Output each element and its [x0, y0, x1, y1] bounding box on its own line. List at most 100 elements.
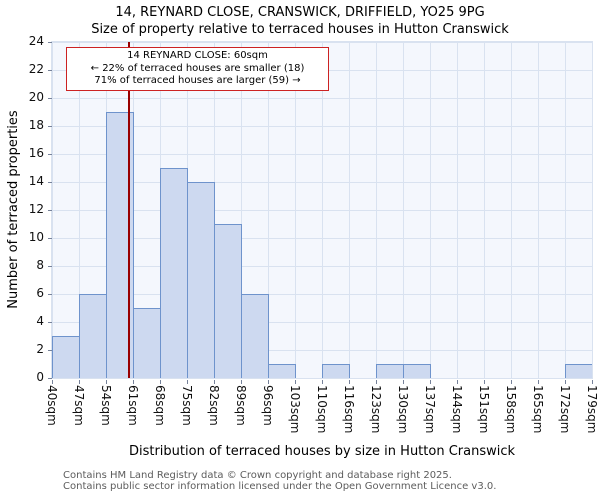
x-tick-mark — [403, 380, 404, 384]
x-tick-label: 123sqm — [369, 385, 383, 434]
x-tick-mark — [187, 380, 188, 384]
x-tick-mark — [268, 380, 269, 384]
x-tick-mark — [349, 380, 350, 384]
histogram-bar — [132, 308, 161, 378]
x-tick-mark — [241, 380, 242, 384]
x-tick-mark — [538, 380, 539, 384]
x-tick-mark — [52, 380, 53, 384]
x-tick-label: 89sqm — [234, 385, 248, 426]
y-tick-label: 0 — [36, 370, 44, 384]
x-tick-mark — [511, 380, 512, 384]
y-tick-mark — [48, 154, 52, 155]
x-gridline — [267, 42, 269, 378]
x-gridline — [429, 42, 431, 378]
histogram-bar — [240, 294, 269, 378]
x-tick-mark — [457, 380, 458, 384]
x-tick-mark — [79, 380, 80, 384]
x-tick-label: 179sqm — [585, 385, 599, 434]
x-tick-label: 82sqm — [207, 385, 221, 426]
x-tick-mark — [295, 380, 296, 384]
y-tick-label: 10 — [28, 230, 44, 244]
x-gridline — [321, 42, 323, 378]
x-tick-label: 116sqm — [342, 385, 356, 434]
x-tick-label: 165sqm — [531, 385, 545, 434]
x-tick-label: 103sqm — [288, 385, 302, 434]
x-tick-mark — [133, 380, 134, 384]
y-tick-label: 22 — [28, 62, 44, 76]
x-gridline — [564, 42, 566, 378]
y-tick-mark — [48, 98, 52, 99]
x-tick-label: 172sqm — [558, 385, 572, 434]
histogram-bar — [52, 336, 80, 378]
y-tick-label: 24 — [28, 34, 44, 48]
y-tick-mark — [48, 210, 52, 211]
x-tick-label: 130sqm — [396, 385, 410, 434]
x-tick-label: 40sqm — [45, 385, 59, 426]
x-tick-label: 110sqm — [315, 385, 329, 434]
x-tick-mark — [214, 380, 215, 384]
x-tick-label: 54sqm — [99, 385, 113, 426]
y-tick-mark — [48, 294, 52, 295]
annotation-property-size: 14 REYNARD CLOSE: 60sqm — [127, 50, 268, 61]
x-tick-label: 96sqm — [261, 385, 275, 426]
x-tick-mark — [565, 380, 566, 384]
x-gridline — [591, 42, 592, 378]
x-tick-label: 61sqm — [126, 385, 140, 426]
x-gridline — [483, 42, 485, 378]
annotation-box: 14 REYNARD CLOSE: 60sqm ← 22% of terrace… — [66, 47, 329, 91]
x-gridline — [78, 42, 80, 378]
x-gridline — [537, 42, 539, 378]
x-tick-label: 68sqm — [153, 385, 167, 426]
histogram-bar — [402, 364, 431, 378]
x-gridline — [402, 42, 404, 378]
histogram-bar — [375, 364, 404, 378]
x-tick-mark — [484, 380, 485, 384]
histogram-bar — [78, 294, 107, 378]
x-gridline — [375, 42, 377, 378]
y-tick-mark — [48, 126, 52, 127]
x-gridline — [240, 42, 242, 378]
x-tick-label: 47sqm — [72, 385, 86, 426]
y-tick-mark — [48, 70, 52, 71]
x-tick-mark — [430, 380, 431, 384]
x-tick-label: 158sqm — [504, 385, 518, 434]
chart-title: 14, REYNARD CLOSE, CRANSWICK, DRIFFIELD,… — [115, 5, 485, 20]
y-tick-label: 20 — [28, 90, 44, 104]
x-gridline — [510, 42, 512, 378]
histogram-bar — [564, 364, 592, 378]
y-tick-mark — [48, 350, 52, 351]
y-tick-label: 4 — [36, 314, 44, 328]
histogram-bar — [321, 364, 350, 378]
y-tick-mark — [48, 378, 52, 379]
x-tick-label: 137sqm — [423, 385, 437, 434]
x-gridline — [294, 42, 296, 378]
x-tick-label: 144sqm — [450, 385, 464, 434]
x-tick-mark — [592, 380, 593, 384]
y-tick-label: 6 — [36, 286, 44, 300]
y-tick-label: 14 — [28, 174, 44, 188]
y-tick-mark — [48, 322, 52, 323]
annotation-smaller-stat: ← 22% of terraced houses are smaller (18… — [90, 62, 305, 74]
y-tick-label: 2 — [36, 342, 44, 356]
x-tick-mark — [106, 380, 107, 384]
property-size-marker-line — [128, 42, 130, 378]
footer-attribution-line2: Contains public sector information licen… — [63, 481, 497, 492]
y-tick-mark — [48, 238, 52, 239]
annotation-larger-stat: 71% of terraced houses are larger (59) → — [94, 75, 301, 86]
histogram-bar — [159, 168, 188, 378]
histogram-bar — [186, 182, 215, 378]
x-tick-mark — [376, 380, 377, 384]
y-tick-mark — [48, 42, 52, 43]
y-tick-mark — [48, 182, 52, 183]
y-tick-label: 18 — [28, 118, 44, 132]
y-tick-label: 8 — [36, 258, 44, 272]
y-tick-mark — [48, 266, 52, 267]
x-gridline — [348, 42, 350, 378]
x-tick-label: 151sqm — [477, 385, 491, 434]
chart-subtitle: Size of property relative to terraced ho… — [91, 22, 509, 37]
x-tick-mark — [322, 380, 323, 384]
x-tick-mark — [160, 380, 161, 384]
footer-attribution-line1: Contains HM Land Registry data © Crown c… — [63, 470, 452, 481]
y-tick-label: 16 — [28, 146, 44, 160]
x-gridline — [456, 42, 458, 378]
